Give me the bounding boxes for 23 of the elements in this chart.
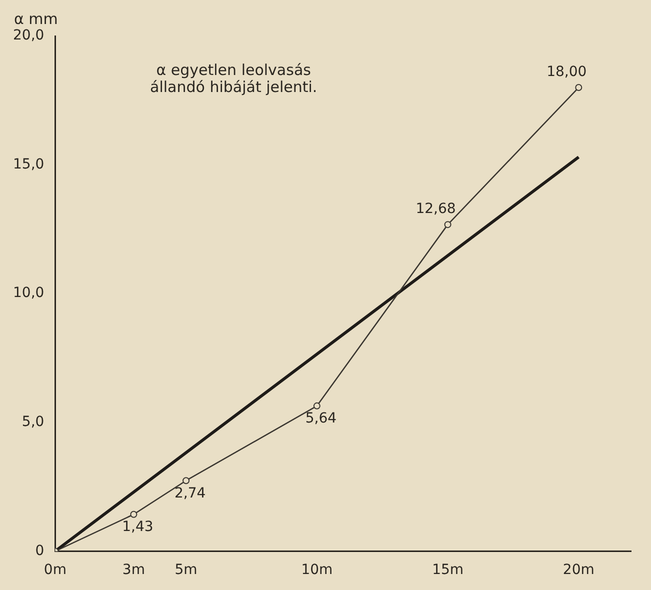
data-label: 1,43 — [122, 519, 154, 536]
point — [575, 84, 582, 92]
x-tick-label: 3m — [122, 562, 145, 578]
y-axis-title: α mm — [14, 10, 58, 28]
x-tick-label: 20m — [562, 562, 594, 578]
data-label: 5,64 — [305, 410, 337, 427]
data-label: 12,68 — [416, 201, 456, 218]
y-tick-label: 15,0 — [13, 156, 44, 172]
data-label: 2,74 — [174, 485, 206, 502]
x-tick-label: 5m — [174, 562, 198, 578]
y-tick-label: 10,0 — [13, 285, 44, 302]
point — [313, 402, 320, 410]
y-tick-label: 20,0 — [13, 28, 44, 44]
point — [130, 510, 138, 518]
x-tick-label: 10m — [301, 562, 333, 578]
annotation: α egyetlen leolvasás állandó hibáját jelenti. — [150, 61, 318, 96]
data-label: 18,00 — [546, 64, 587, 80]
x-tick-label: 0m — [44, 562, 66, 578]
point — [444, 221, 452, 228]
y-tick-label: 5,0 — [22, 414, 44, 430]
y-tick-label: 0 — [35, 542, 44, 559]
x-tick-label: 15m — [432, 562, 464, 578]
point — [182, 477, 190, 484]
